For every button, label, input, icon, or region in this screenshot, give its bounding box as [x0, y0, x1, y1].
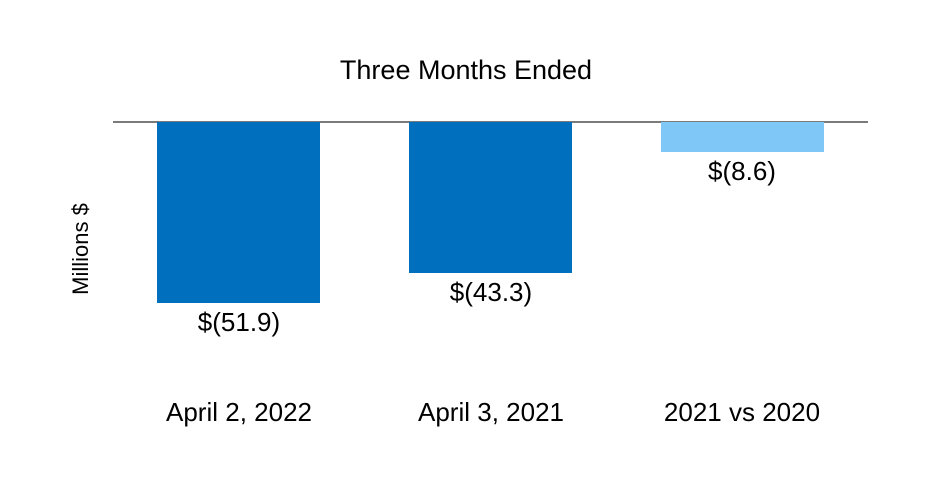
- y-axis-label: Millions $: [68, 203, 93, 295]
- x-axis-category-label: April 3, 2021: [418, 397, 564, 427]
- bar-value-label: $(43.3): [449, 277, 533, 307]
- bar-april-2-2022: [157, 122, 320, 303]
- bar-value-label: $(51.9): [197, 307, 281, 337]
- bar-2021-vs-2020: [661, 122, 824, 152]
- chart-title: Three Months Ended: [339, 55, 593, 85]
- bar-april-3-2021: [409, 122, 572, 273]
- bar-value-label: $(8.6): [708, 156, 776, 186]
- x-axis-category-label: April 2, 2022: [166, 397, 312, 427]
- x-axis-category-label: 2021 vs 2020: [663, 397, 821, 427]
